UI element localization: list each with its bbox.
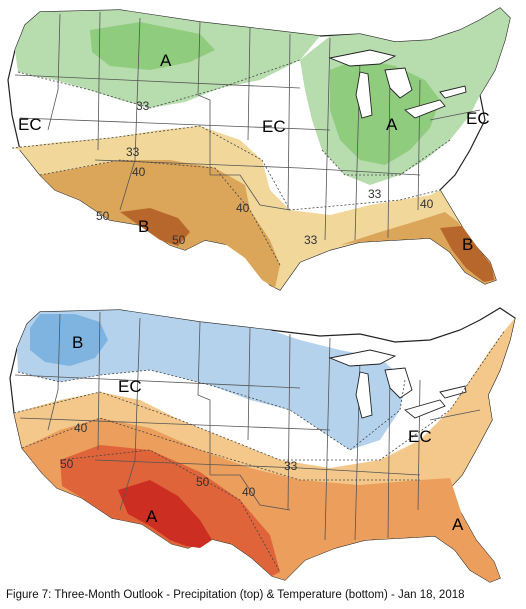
precip-label-ec-east: EC [466, 109, 490, 128]
temp-label-ec-east: EC [408, 427, 432, 446]
precip-contour-33-gulf: 33 [304, 233, 318, 247]
great-lakes [328, 49, 467, 119]
precip-label-a-east: A [386, 115, 398, 134]
state-borders [14, 11, 481, 241]
temp-label-ec-west: EC [118, 377, 142, 396]
precip-label-a-north: A [160, 51, 172, 70]
temp-contour-33-central: 33 [284, 459, 298, 473]
below-normal-dark-southwest [120, 208, 190, 246]
above-normal-deep-southwest [118, 480, 212, 548]
precip-label-ec-central: EC [262, 117, 286, 136]
precip-contour-50-texas: 50 [172, 233, 186, 247]
below-normal-mid-northwest [30, 314, 108, 366]
above-normal-mid-north [90, 22, 215, 70]
precip-contour-33-southwest: 33 [126, 145, 140, 159]
contour-lines [11, 59, 451, 266]
precip-contour-50-southwest: 50 [96, 209, 110, 223]
great-lakes [328, 349, 467, 419]
temperature-outlook-map: B EC EC A A 40 50 50 40 33 [0, 300, 526, 583]
temp-contour-40-west: 40 [74, 421, 88, 435]
below-normal-light-north [17, 310, 405, 450]
precip-contour-40-southwest: 40 [132, 165, 146, 179]
temp-contour-50-central: 50 [196, 475, 210, 489]
precip-contour-33-east: 33 [368, 187, 382, 201]
precip-contour-40-southeast: 40 [420, 197, 434, 211]
temp-label-b-northwest: B [72, 333, 83, 352]
temp-label-a-southwest: A [146, 507, 158, 526]
precip-label-b-florida: B [462, 235, 473, 254]
precip-label-ec-west: EC [18, 115, 42, 134]
below-normal-dark-florida [440, 226, 494, 282]
temp-contour-40-central: 40 [242, 485, 256, 499]
temp-label-a-southeast: A [452, 515, 464, 534]
figure-caption: Figure 7: Three-Month Outlook - Precipit… [6, 589, 465, 601]
contour-lines [13, 329, 506, 573]
precipitation-outlook-map: A A EC EC EC B B 33 33 40 50 50 40 33 33… [0, 0, 526, 300]
precip-contour-40-texas: 40 [236, 201, 250, 215]
temp-contour-50-west: 50 [60, 457, 74, 471]
state-borders [14, 311, 481, 541]
precip-label-b-southwest: B [138, 217, 149, 236]
precip-contour-33-north: 33 [136, 99, 150, 113]
